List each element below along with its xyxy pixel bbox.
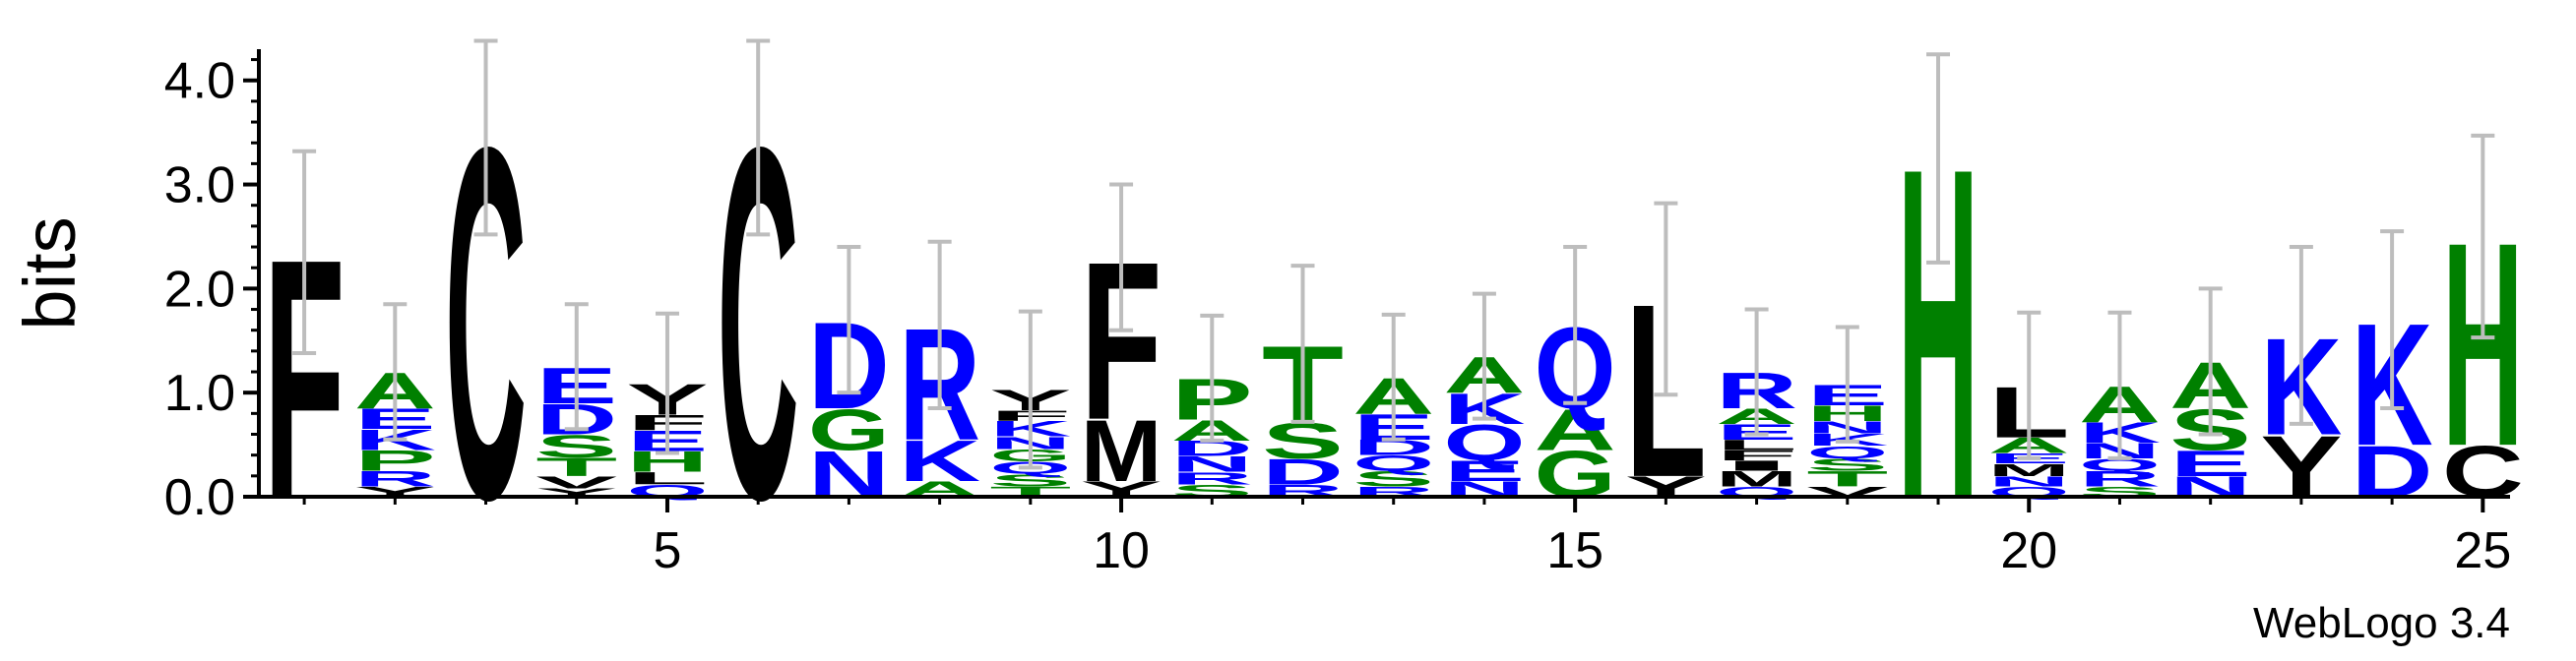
- x-tick-label: 20: [2000, 522, 2057, 579]
- logo-letter: Q: [1806, 443, 1888, 462]
- x-tick-label: 5: [654, 522, 682, 579]
- y-tick-label: 4.0: [164, 53, 235, 110]
- logo-letter: F: [1716, 448, 1797, 463]
- error-bar: [1926, 52, 1951, 265]
- y-tick-label: 3.0: [164, 157, 235, 214]
- logo-letter: I: [1716, 457, 1797, 473]
- logo-letter: Q: [1443, 414, 1525, 471]
- y-tick-label: 1.0: [164, 365, 235, 422]
- x-tick-label: 25: [2454, 522, 2511, 579]
- logo-letter: S: [1352, 466, 1434, 491]
- error-bar: [837, 245, 861, 395]
- logo-letter: E: [1443, 455, 1525, 488]
- y-axis-label: bits: [9, 216, 91, 330]
- footer: WebLogo 3.4: [2253, 599, 2510, 647]
- logo-letter: R: [2079, 466, 2161, 491]
- logo-letter: Q: [2079, 455, 2161, 475]
- error-bar: [2289, 245, 2313, 426]
- logo-letter: S: [535, 429, 617, 464]
- error-bar: [1200, 313, 1225, 443]
- error-bar: [2107, 310, 2132, 460]
- logo-letter: N: [1171, 452, 1253, 477]
- logo-letter: S: [1806, 455, 1888, 475]
- error-bar: [383, 302, 408, 442]
- logo-letter: T: [1806, 466, 1888, 491]
- logo-letter: N: [1988, 473, 2070, 489]
- error-bar: [2471, 133, 2495, 340]
- logo-letter: A: [1535, 397, 1616, 462]
- error-bar: [2017, 310, 2042, 460]
- error-bar: [927, 239, 952, 411]
- error-bar: [1654, 201, 1678, 397]
- x-tick-label: 15: [1546, 522, 1603, 579]
- error-bar: [1744, 307, 1769, 437]
- logo-letter: M: [1081, 402, 1162, 500]
- logo-letter: P: [354, 445, 436, 477]
- logo-letter: T: [535, 452, 617, 482]
- error-bar: [1835, 325, 1859, 444]
- error-bar: [1018, 309, 1042, 470]
- logo-letter: D: [1262, 451, 1344, 492]
- error-bar: [1290, 264, 1315, 424]
- logo-letter: V: [535, 473, 617, 493]
- logo-letter: M: [1988, 460, 2070, 480]
- error-bar: [1381, 312, 1406, 442]
- x-tick-label: 10: [1093, 522, 1150, 579]
- error-bar: [1472, 291, 1496, 421]
- logo-letter: Q: [1352, 451, 1434, 476]
- logo-letter: S: [989, 470, 1071, 490]
- error-bar: [564, 302, 589, 432]
- logo-letter: E: [2169, 444, 2251, 484]
- error-bar: [1109, 182, 1134, 332]
- logo-letter: R: [1171, 469, 1253, 489]
- y-tick-label: 2.0: [164, 261, 235, 318]
- logo-letter: K: [899, 429, 980, 494]
- error-bar: [2380, 229, 2405, 411]
- logo-letter: L: [626, 468, 708, 488]
- error-bar: [2198, 286, 2223, 437]
- logo-letter: M: [1716, 467, 1797, 492]
- error-bar: [292, 149, 317, 355]
- logo-letter: L: [1716, 437, 1797, 452]
- logo-letter: R: [354, 466, 436, 491]
- error-bar: [746, 38, 771, 237]
- error-bar: [655, 311, 679, 455]
- error-bar: [473, 38, 498, 237]
- error-bar: [1563, 245, 1588, 405]
- y-tick-label: 0.0: [164, 469, 235, 526]
- logo-letter: G: [808, 398, 890, 463]
